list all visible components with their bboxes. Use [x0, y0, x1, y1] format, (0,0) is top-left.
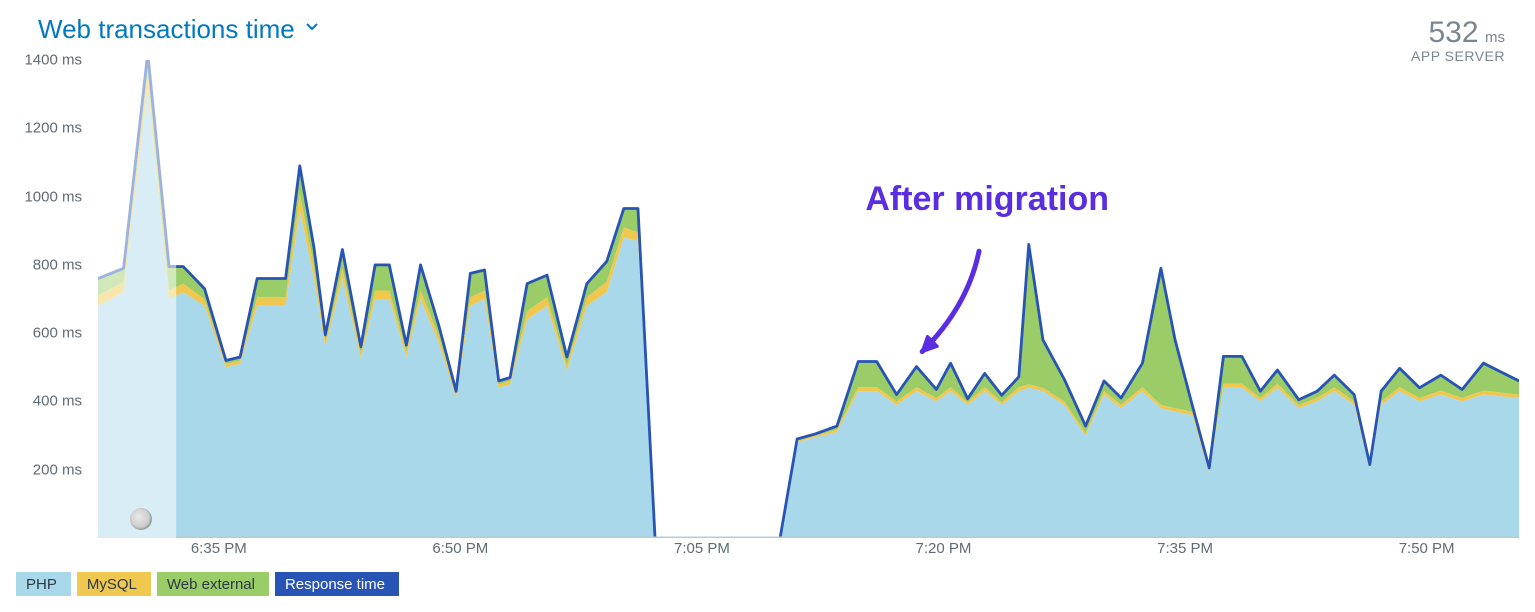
legend-item-mysql[interactable]: MySQL [77, 572, 151, 596]
legend-item-response-time[interactable]: Response time [275, 572, 399, 596]
y-axis: 200 ms400 ms600 ms800 ms1000 ms1200 ms14… [16, 60, 90, 560]
y-tick-label: 800 ms [33, 256, 82, 273]
metric-unit: ms [1485, 29, 1505, 46]
x-axis: 6:35 PM 6:50 PM 7:05 PM 7:20 PM 7:35 PM 7:50 … [98, 538, 1519, 560]
x-tick-label: 7:35 PM [1157, 540, 1213, 557]
x-tick-label: 6:50 PM [432, 540, 488, 557]
x-tick-label: 6:35 PM [191, 540, 247, 557]
metric-value: 532 [1428, 16, 1478, 49]
y-tick-label: 1200 ms [24, 120, 82, 137]
headline-metric: 532 ms APP SERVER [1411, 18, 1505, 64]
x-tick-label: 7:50 PM [1399, 540, 1455, 557]
y-tick-label: 200 ms [33, 461, 82, 478]
y-tick-label: 600 ms [33, 325, 82, 342]
legend-item-web-external[interactable]: Web external [157, 572, 269, 596]
y-tick-label: 1000 ms [24, 188, 82, 205]
chart-legend: PHP MySQL Web external Response time [16, 572, 399, 596]
legend-item-php[interactable]: PHP [16, 572, 71, 596]
loading-spinner-icon [130, 508, 152, 530]
y-tick-label: 1400 ms [24, 52, 82, 69]
chart-title[interactable]: Web transactions time [38, 14, 295, 45]
plot-area[interactable]: After migration [98, 60, 1519, 538]
x-tick-label: 7:20 PM [916, 540, 972, 557]
x-tick-label: 7:05 PM [674, 540, 730, 557]
y-tick-label: 400 ms [33, 393, 82, 410]
chart-header: Web transactions time [38, 14, 319, 45]
chevron-down-icon[interactable] [305, 20, 319, 39]
chart-area: 200 ms400 ms600 ms800 ms1000 ms1200 ms14… [16, 60, 1519, 560]
